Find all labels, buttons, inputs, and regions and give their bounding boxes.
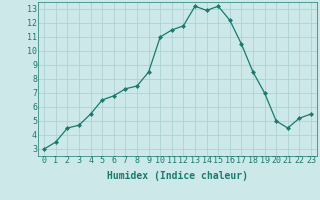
X-axis label: Humidex (Indice chaleur): Humidex (Indice chaleur)	[107, 171, 248, 181]
